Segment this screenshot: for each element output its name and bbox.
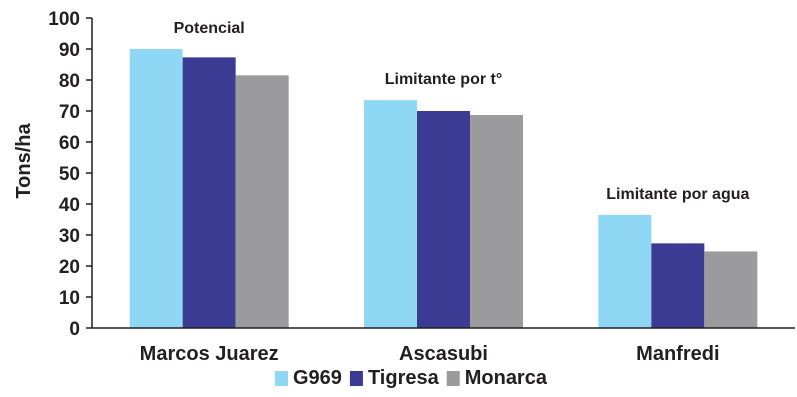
legend-swatch-monarca: [446, 371, 460, 386]
annotation-label: Limitante por t°: [385, 71, 503, 88]
bar-g969-ascasubi: [364, 100, 417, 329]
bar-monarca-manfredi: [704, 251, 758, 328]
legend-label: Monarca: [465, 367, 548, 389]
y-tick-label: 60: [59, 133, 80, 154]
y-tick-label: 90: [59, 40, 80, 61]
y-tick-label: 80: [59, 71, 80, 92]
x-axis-categories: Marcos Juarez Ascasubi Manfredi: [140, 343, 720, 365]
legend: G969 Tigresa Monarca: [275, 367, 548, 389]
bar-tigresa-marcos-juarez: [182, 57, 236, 329]
x-category-label: Manfredi: [636, 343, 719, 365]
bar-monarca-ascasubi: [470, 115, 523, 328]
legend-swatch-tigresa: [349, 371, 363, 386]
x-category-label: Marcos Juarez: [140, 343, 279, 365]
y-tick-label: 20: [59, 257, 80, 278]
y-tick-label: 100: [48, 9, 80, 30]
y-tick-label: 40: [59, 195, 80, 216]
bar-monarca-marcos-juarez: [235, 75, 289, 328]
y-axis-ticks: 0 10 20 30 40 50 60 70 80 90 100: [48, 9, 92, 340]
y-tick-label: 10: [59, 288, 80, 309]
annotation-label: Potencial: [174, 20, 245, 37]
legend-label: G969: [293, 367, 342, 389]
legend-swatch-g969: [275, 371, 288, 386]
y-tick-label: 30: [59, 226, 80, 247]
legend-label: Tigresa: [368, 367, 440, 389]
y-tick-label: 70: [59, 102, 80, 123]
y-tick-label: 50: [59, 164, 80, 185]
x-category-label: Ascasubi: [399, 343, 488, 365]
annotations: Potencial Limitante por t° Limitante por a…: [174, 20, 750, 203]
bar-tigresa-ascasubi: [417, 111, 470, 328]
bars: [129, 49, 758, 329]
bar-tigresa-manfredi: [651, 243, 705, 328]
bar-g969-manfredi: [598, 214, 652, 328]
bar-g969-marcos-juarez: [129, 49, 183, 328]
annotation-label: Limitante por agua: [606, 186, 749, 203]
y-tick-label: 0: [69, 319, 80, 340]
y-axis-label: Tons/ha: [13, 123, 35, 199]
